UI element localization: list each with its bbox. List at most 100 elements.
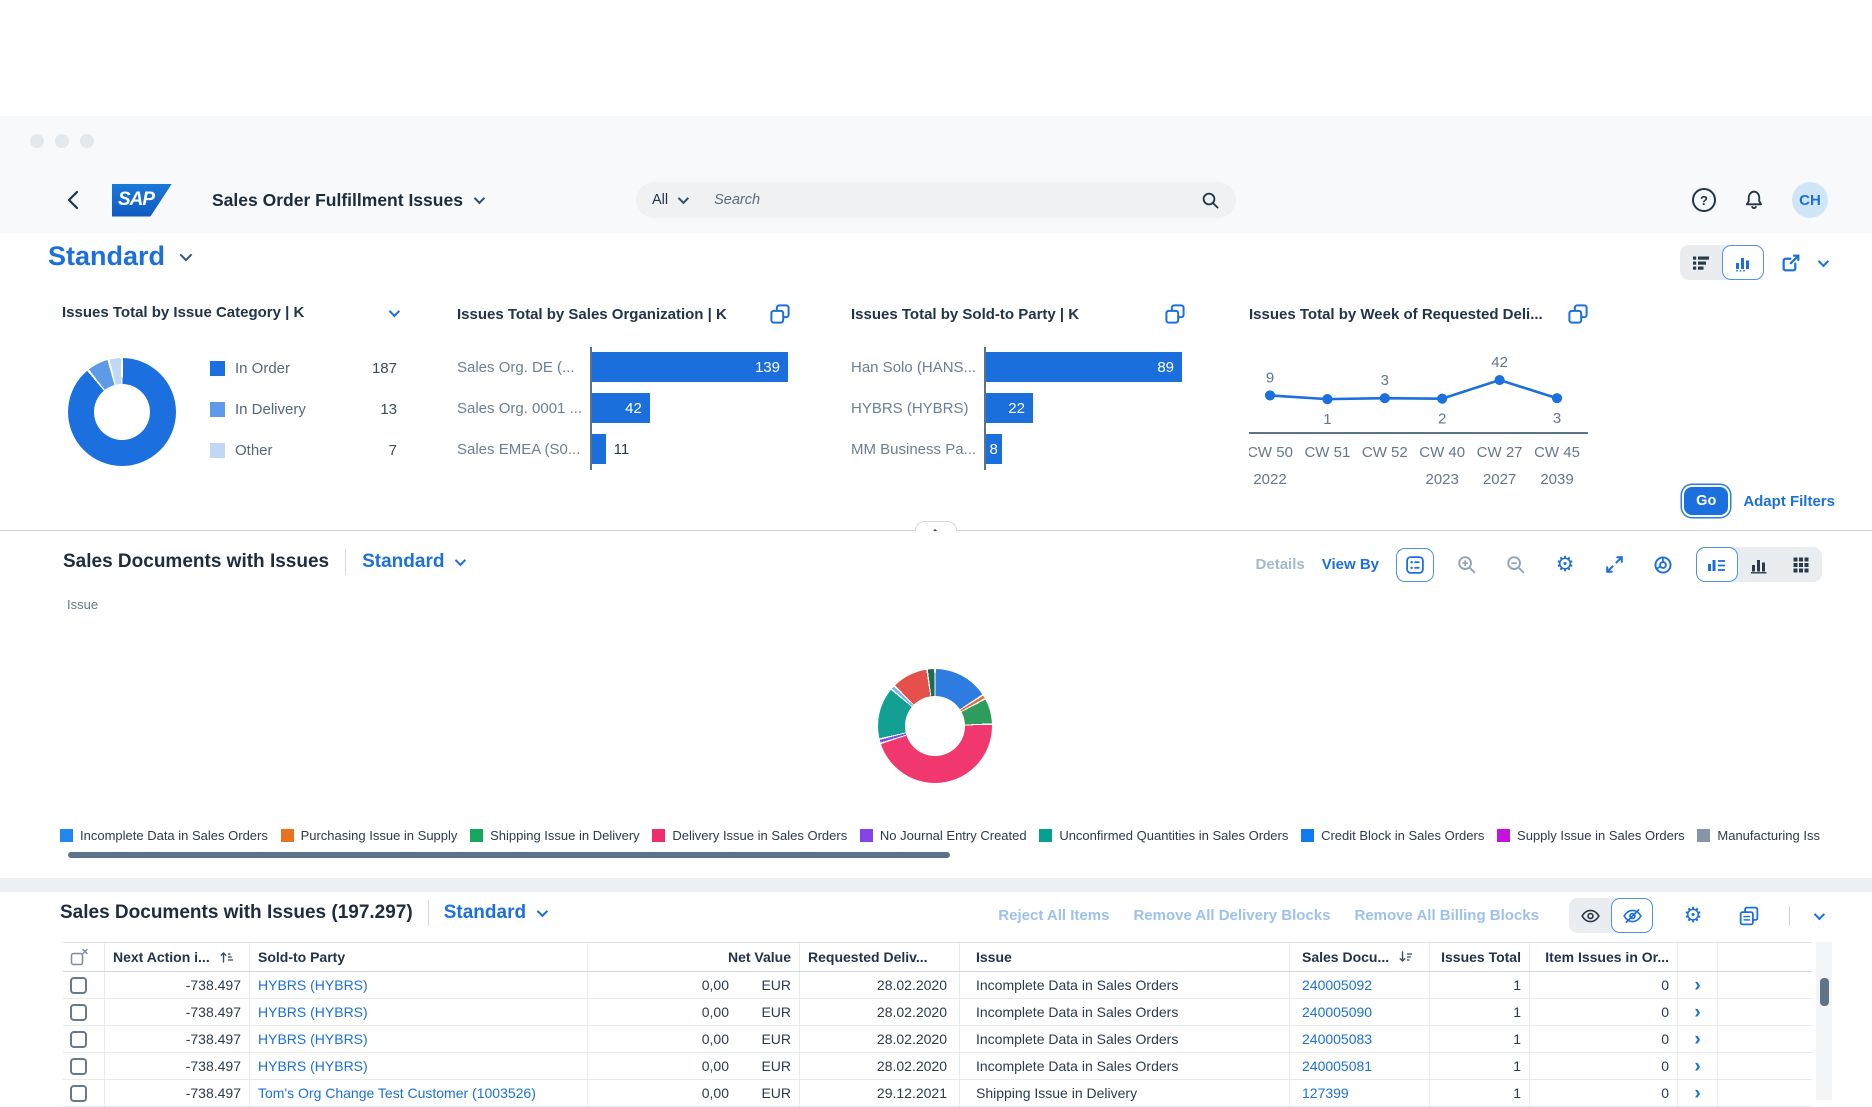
export-button[interactable] — [1733, 900, 1765, 932]
sales-document-link[interactable]: 240005092 — [1302, 977, 1373, 993]
column-header-issue[interactable]: Issue — [960, 943, 1290, 971]
data-point[interactable] — [1264, 390, 1276, 401]
select-all-cell[interactable] — [63, 943, 105, 971]
row-chevron-icon[interactable]: › — [1694, 1082, 1701, 1104]
legend-item[interactable]: No Journal Entry Created — [859, 828, 1027, 843]
data-point[interactable] — [1494, 374, 1505, 386]
chart-view-button[interactable] — [1722, 245, 1764, 280]
search-input[interactable] — [712, 191, 1201, 209]
row-checkbox[interactable] — [70, 976, 87, 994]
adapt-filters-link[interactable]: Adapt Filters — [1743, 492, 1835, 510]
kpi-card-week-of-delivery[interactable]: Issues Total by Week of Requested Deli..… — [1249, 300, 1588, 495]
legend-item[interactable]: Delivery Issue in Sales Orders — [652, 828, 847, 843]
table-vertical-scrollbar[interactable] — [1816, 942, 1832, 1100]
row-chevron-icon[interactable]: › — [1694, 1001, 1701, 1023]
legend-item[interactable]: Unconfirmed Quantities in Sales Orders — [1039, 828, 1288, 843]
table-view-button[interactable] — [1780, 547, 1822, 582]
sales-document-link[interactable]: 240005090 — [1302, 1004, 1373, 1020]
show-legend-button[interactable] — [1396, 547, 1434, 582]
fullscreen-button[interactable] — [1598, 549, 1630, 581]
duplicate-icon[interactable] — [1165, 304, 1185, 324]
bar[interactable]: 8 — [984, 434, 1002, 464]
legend-item[interactable]: Purchasing Issue in Supply — [280, 828, 457, 843]
legend-item[interactable]: Supply Issue in Sales Orders — [1497, 828, 1685, 843]
legend-item[interactable]: Manufacturing Iss — [1697, 828, 1820, 843]
app-title-menu[interactable]: Sales Order Fulfillment Issues — [212, 190, 485, 211]
row-checkbox[interactable] — [70, 1057, 87, 1075]
chart-type-donut-button[interactable] — [1647, 549, 1679, 581]
view-by-button[interactable]: View By — [1321, 556, 1379, 573]
page-variant-selector[interactable]: Standard — [48, 241, 193, 272]
user-avatar[interactable]: CH — [1792, 182, 1828, 218]
hide-details-button[interactable] — [1611, 898, 1653, 933]
table-row[interactable]: -738.497 HYBRS (HYBRS) 0,00 EUR 28.02.2020 In… — [63, 1053, 1812, 1080]
table-variant-selector[interactable]: Standard — [444, 902, 549, 924]
kpi-card-sold-to-party[interactable]: Issues Total by Sold-to Party | K Han So… — [851, 300, 1185, 495]
sold-to-link[interactable]: Tom's Org Change Test Customer (1003526) — [258, 1085, 536, 1101]
kpi-card-issue-category[interactable]: Issues Total by Issue Category | K In Or… — [62, 300, 401, 495]
legend-item[interactable]: Shipping Issue in Delivery — [470, 828, 640, 843]
issues-donut[interactable] — [878, 669, 992, 783]
sold-to-link[interactable]: HYBRS (HYBRS) — [258, 1031, 368, 1047]
row-chevron-icon[interactable]: › — [1694, 1055, 1701, 1077]
sales-document-link[interactable]: 240005083 — [1302, 1031, 1373, 1047]
table-row[interactable]: -738.497 HYBRS (HYBRS) 0,00 EUR 28.02.2020 In… — [63, 999, 1812, 1026]
column-header-sold-to-party[interactable]: Sold-to Party — [250, 943, 588, 971]
data-point[interactable] — [1322, 394, 1333, 405]
row-chevron-icon[interactable]: › — [1694, 974, 1701, 996]
duplicate-icon[interactable] — [770, 304, 790, 324]
chevron-down-icon[interactable] — [1817, 255, 1830, 267]
table-row[interactable]: -738.497 HYBRS (HYBRS) 0,00 EUR 28.02.2020 In… — [63, 1026, 1812, 1053]
sales-document-link[interactable]: 240005081 — [1302, 1058, 1373, 1074]
remove-all-billing-blocks-button[interactable]: Remove All Billing Blocks — [1354, 907, 1540, 924]
go-button[interactable]: Go — [1684, 487, 1729, 515]
bar[interactable] — [590, 434, 606, 464]
table-settings-button[interactable]: ⚙ — [1677, 900, 1709, 932]
table-row[interactable]: -738.497 Tom's Org Change Test Customer (… — [63, 1080, 1812, 1107]
sold-to-link[interactable]: HYBRS (HYBRS) — [258, 1004, 368, 1020]
duplicate-icon[interactable] — [1568, 304, 1588, 324]
row-checkbox[interactable] — [70, 1084, 87, 1102]
bar[interactable]: 89 — [984, 352, 1182, 382]
sold-to-link[interactable]: HYBRS (HYBRS) — [258, 977, 368, 993]
bar[interactable]: 22 — [984, 393, 1033, 423]
legend-item[interactable]: Other 7 — [210, 436, 397, 464]
zoom-out-button[interactable] — [1500, 549, 1532, 581]
scrollbar-thumb[interactable] — [1820, 978, 1829, 1006]
help-button[interactable]: ? — [1692, 188, 1716, 212]
column-header-sales-document[interactable]: Sales Docu... — [1290, 943, 1430, 971]
row-chevron-icon[interactable]: › — [1694, 1028, 1701, 1050]
chart-only-button[interactable] — [1738, 547, 1780, 582]
reject-all-items-button[interactable]: Reject All Items — [998, 907, 1110, 924]
zoom-in-button[interactable] — [1451, 549, 1483, 581]
row-checkbox[interactable] — [70, 1030, 87, 1048]
column-header-next-action[interactable]: Next Action i... — [105, 943, 250, 971]
chevron-down-icon[interactable] — [1813, 908, 1826, 920]
data-point[interactable] — [1437, 393, 1448, 404]
legend-item[interactable]: In Order 187 — [210, 354, 397, 382]
table-row[interactable]: -738.497 HYBRS (HYBRS) 0,00 EUR 28.02.2020 In… — [63, 972, 1812, 999]
chevron-down-icon[interactable] — [677, 192, 690, 205]
sales-document-link[interactable]: 127399 — [1302, 1085, 1349, 1101]
bar[interactable]: 139 — [590, 352, 788, 382]
data-point[interactable] — [1379, 393, 1390, 404]
bar[interactable]: 42 — [590, 393, 650, 423]
show-details-button[interactable] — [1569, 898, 1611, 933]
search-icon[interactable] — [1201, 191, 1220, 210]
details-button[interactable]: Details — [1255, 556, 1305, 573]
chart-variant-selector[interactable]: Standard — [362, 551, 467, 573]
search-scope-selector[interactable]: All — [652, 192, 669, 208]
legend-item[interactable]: Credit Block in Sales Orders — [1301, 828, 1484, 843]
column-header-issues-total[interactable]: Issues Total — [1430, 943, 1530, 971]
share-button[interactable] — [1780, 252, 1802, 274]
legend-item[interactable]: In Delivery 13 — [210, 395, 397, 423]
remove-all-delivery-blocks-button[interactable]: Remove All Delivery Blocks — [1133, 907, 1331, 924]
data-point[interactable] — [1551, 393, 1563, 404]
chevron-down-icon[interactable] — [388, 305, 401, 317]
sold-to-link[interactable]: HYBRS (HYBRS) — [258, 1058, 368, 1074]
row-checkbox[interactable] — [70, 1003, 87, 1021]
notifications-button[interactable] — [1743, 189, 1765, 211]
sap-logo[interactable]: SAP — [112, 183, 172, 217]
back-button[interactable] — [62, 189, 84, 211]
legend-item[interactable]: Incomplete Data in Sales Orders — [60, 828, 268, 843]
